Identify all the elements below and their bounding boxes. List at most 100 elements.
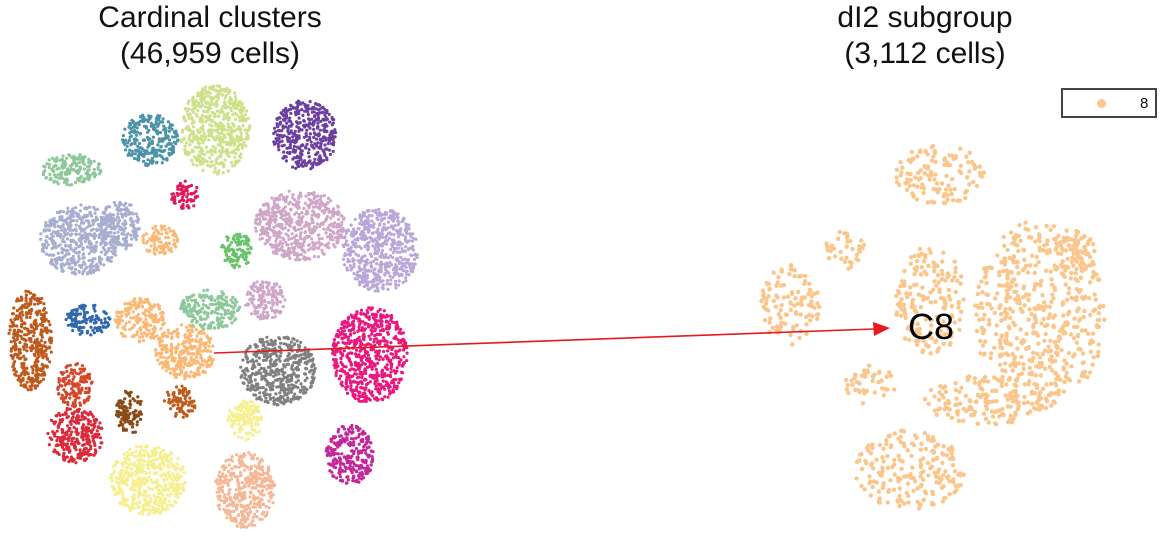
cell-point — [53, 222, 57, 226]
cell-point — [71, 311, 75, 315]
cell-point — [244, 255, 248, 259]
cell-point — [384, 235, 388, 240]
cell-point — [74, 267, 78, 271]
cell-point — [241, 137, 245, 141]
cell-point — [25, 312, 29, 317]
cell-point — [221, 105, 225, 109]
cell-point — [415, 253, 419, 257]
cell-point — [189, 370, 193, 374]
cell-point — [314, 107, 318, 111]
cell-point — [350, 230, 354, 234]
cell-point — [288, 356, 292, 360]
cell-point — [380, 243, 385, 247]
cell-point — [21, 362, 25, 366]
cell-point — [135, 330, 139, 334]
cell-point — [262, 393, 266, 398]
cell-point — [207, 138, 211, 142]
cell-point — [83, 231, 87, 235]
cell-point — [130, 149, 134, 153]
cell-point — [217, 169, 221, 173]
cell-point — [87, 168, 91, 172]
cell-point — [221, 149, 225, 154]
cell-point — [329, 209, 333, 214]
cell-point — [33, 323, 37, 327]
cell-point — [198, 136, 202, 140]
cell-point — [68, 243, 72, 247]
cell-point — [161, 318, 165, 322]
cell-point — [175, 327, 179, 332]
cell-point — [321, 251, 325, 255]
cell-point — [149, 121, 153, 125]
cell-point — [47, 162, 52, 166]
cell-point — [182, 365, 186, 370]
cell-point — [278, 140, 282, 144]
cell-point — [196, 141, 200, 145]
cell-point — [207, 344, 211, 348]
cell-point — [232, 234, 236, 238]
cell-point — [126, 153, 130, 157]
cell-point — [318, 197, 322, 201]
cell-point — [356, 270, 360, 274]
cell-point — [279, 388, 283, 392]
cell-point — [407, 227, 411, 231]
cell-point — [281, 227, 285, 231]
cell-point — [201, 139, 205, 143]
cell-point — [70, 318, 74, 323]
cell-point — [275, 210, 279, 214]
cell-point — [383, 226, 388, 230]
cell-point — [80, 304, 84, 308]
cell-point — [390, 238, 394, 242]
cell-point — [376, 273, 380, 277]
cell-point — [287, 352, 291, 357]
cell-point — [300, 244, 304, 248]
cell-point — [241, 369, 245, 373]
cell-point — [246, 243, 250, 247]
cell-point — [328, 120, 332, 124]
cell-point — [201, 118, 205, 122]
cell-point — [87, 205, 91, 209]
cell-point — [281, 377, 285, 381]
cell-point — [266, 231, 270, 235]
cell-point — [235, 255, 239, 259]
cell-point — [388, 254, 393, 258]
cell-point — [293, 353, 298, 357]
cell-point — [48, 339, 52, 343]
cell-point — [285, 135, 289, 139]
cell-point — [385, 261, 389, 265]
cell-point — [318, 243, 322, 247]
cell-point — [369, 261, 373, 265]
cell-point — [257, 217, 261, 221]
cell-point — [50, 246, 54, 251]
cell-point — [146, 158, 150, 162]
cell-point — [35, 313, 39, 317]
cell-point — [207, 356, 211, 360]
cell-point — [296, 196, 301, 200]
cell-point — [281, 197, 285, 201]
cell-point — [356, 259, 360, 263]
cell-point — [287, 119, 291, 123]
cell-point — [191, 125, 195, 129]
cell-point — [306, 151, 311, 155]
cell-point — [290, 232, 294, 236]
cell-point — [266, 204, 270, 208]
cell-point — [296, 221, 301, 225]
cell-point — [184, 371, 188, 375]
cell-point — [372, 376, 376, 380]
cell-point — [246, 384, 250, 388]
cell-point — [287, 124, 291, 128]
cell-point — [102, 263, 106, 267]
cell-point — [88, 268, 92, 272]
cell-point — [357, 227, 361, 231]
cell-point — [303, 372, 307, 376]
cell-point — [232, 124, 236, 128]
cell-point — [170, 346, 174, 350]
cell-point — [393, 241, 397, 245]
cell-point — [127, 320, 131, 324]
cell-point — [89, 325, 93, 329]
cell-point — [293, 241, 297, 245]
cell-point — [301, 248, 306, 252]
cell-point — [275, 367, 279, 371]
cell-point — [235, 248, 240, 252]
cell-point — [391, 268, 395, 272]
cell-point — [245, 109, 249, 113]
